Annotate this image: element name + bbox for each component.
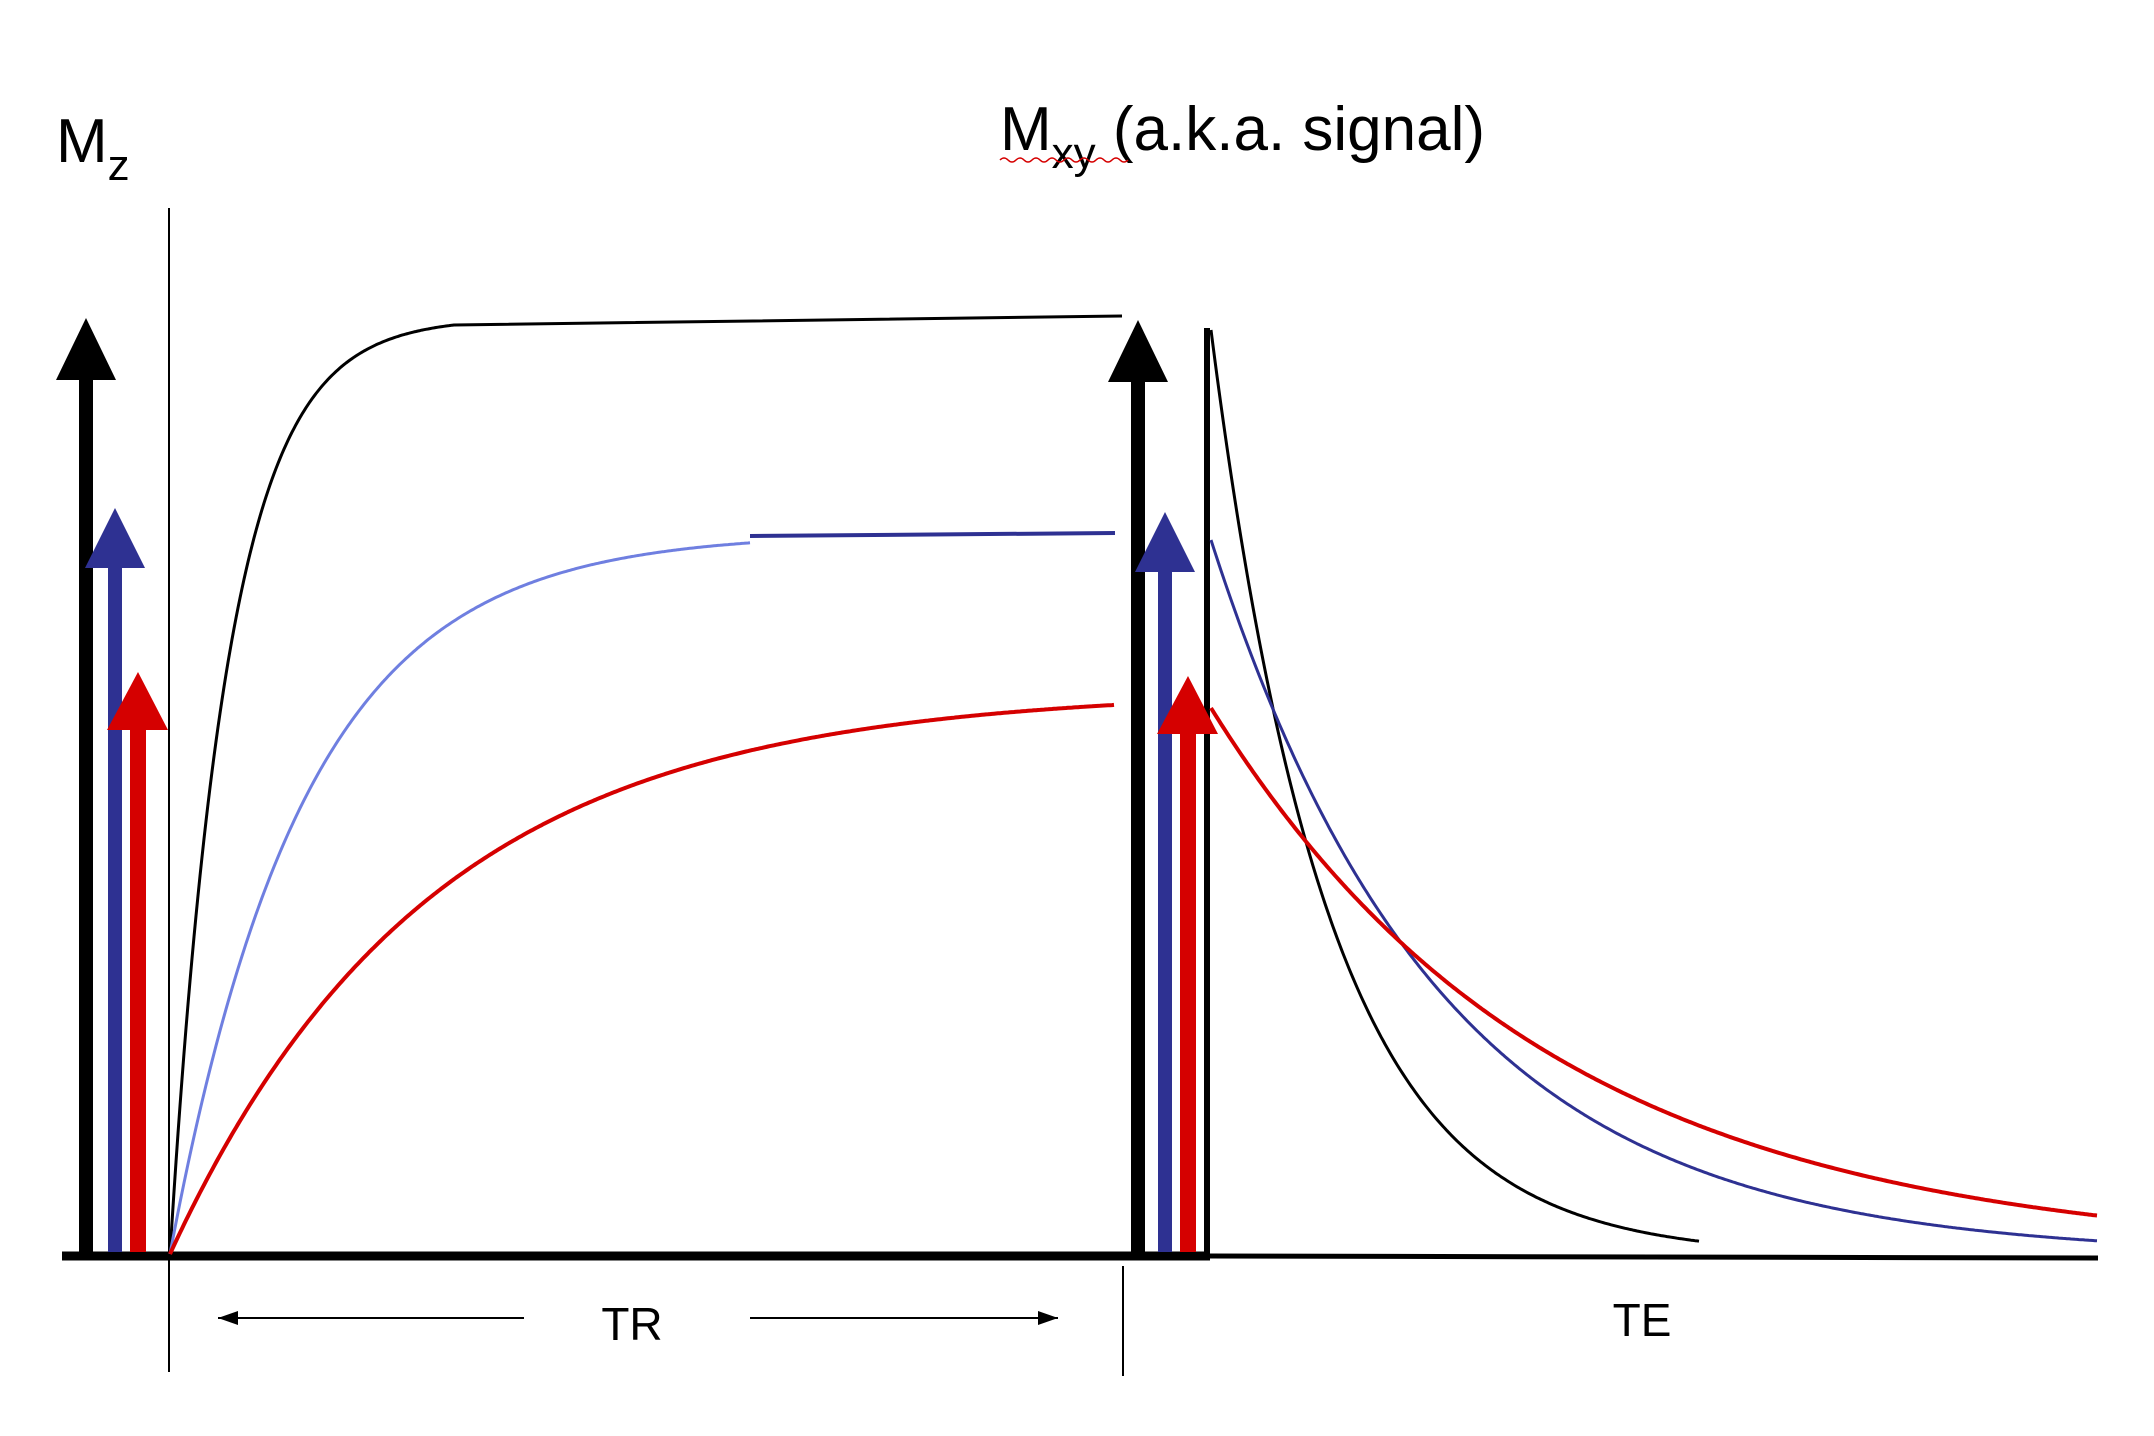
te-label: TE	[1613, 1294, 1672, 1346]
vector-blue-arrowhead	[1135, 512, 1195, 572]
mz-vectors-initial	[56, 318, 168, 1252]
t2-curve-red	[1209, 706, 2098, 1218]
spellcheck-underline	[999, 157, 1129, 163]
tr-label: TR	[601, 1298, 662, 1350]
vector-black-shaft	[79, 378, 93, 1252]
vector-blue-shaft	[108, 564, 122, 1252]
t1-curve-blue-rising	[168, 541, 751, 1255]
t1-curve-blue-plateau	[749, 531, 1116, 538]
vector-black-arrowhead	[1108, 320, 1168, 382]
vector-red-shaft	[130, 728, 146, 1252]
t2-curve-black	[1209, 329, 1700, 1243]
t1-curve-red	[168, 702, 1115, 1255]
vector-red-arrowhead	[1157, 676, 1218, 734]
mz-vectors-at-tr	[1108, 320, 1218, 1252]
mxy-time-axis	[1209, 1253, 2099, 1261]
mxy-title: Mxy (a.k.a. signal)	[1000, 95, 1485, 178]
t2-curve-blue	[1209, 539, 2098, 1243]
vector-black-arrowhead	[56, 318, 116, 380]
mz-title: Mz	[56, 107, 130, 190]
relaxation-curves	[168, 314, 2098, 1255]
t1-curve-black	[168, 314, 1123, 1255]
vector-red-shaft	[1180, 730, 1196, 1252]
vector-black-shaft	[1131, 382, 1145, 1252]
vector-red-arrowhead	[107, 672, 168, 730]
vector-blue-arrowhead	[85, 508, 145, 568]
vector-blue-shaft	[1158, 568, 1172, 1252]
